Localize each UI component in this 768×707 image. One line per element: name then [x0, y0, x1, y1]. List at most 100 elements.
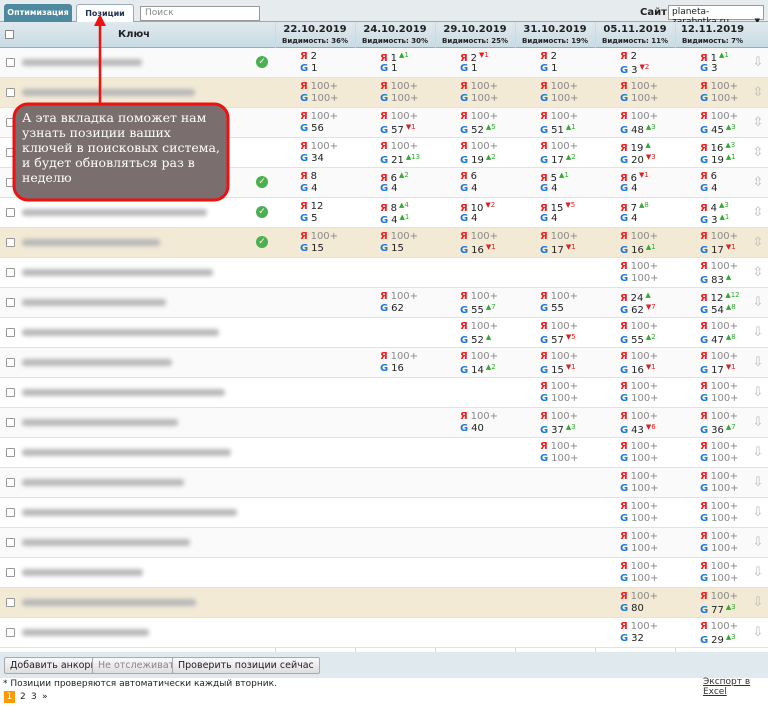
engine-icon: Я: [380, 81, 388, 92]
position-cell: Я 100+ G 15: [300, 231, 355, 257]
checkbox[interactable]: [6, 208, 15, 217]
engine-icon: G: [620, 365, 629, 376]
engine-icon: Я: [540, 51, 548, 62]
position-line: Я 100+: [700, 531, 738, 542]
engine-icon: G: [700, 63, 709, 74]
search-input[interactable]: Поиск: [140, 6, 260, 21]
engine-icon: Я: [300, 141, 308, 152]
button[interactable]: Добавить анкоры: [4, 657, 104, 674]
position-value: 17: [551, 155, 564, 166]
position-line: Я 5 ▲1: [540, 171, 569, 184]
position-change: ▼1: [405, 123, 416, 131]
engine-icon: G: [700, 605, 709, 616]
checkbox[interactable]: [6, 418, 15, 427]
position-value: 100+: [630, 261, 659, 272]
position-change: ▲1: [398, 51, 409, 59]
position-line: Я 100+: [540, 111, 578, 122]
position-line: G 62: [380, 303, 404, 314]
position-line: G 56: [300, 123, 324, 134]
engine-icon: Я: [300, 51, 308, 62]
position-value: 100+: [630, 441, 659, 452]
position-cell: Я 100+ G 55 ▲2: [620, 321, 675, 347]
engine-icon: Я: [700, 501, 708, 512]
position-value: 100+: [631, 393, 659, 404]
checkbox[interactable]: [6, 358, 15, 367]
engine-icon: Я: [460, 171, 468, 182]
position-value: 8: [310, 171, 317, 182]
position-cell: Я 100+ G 100+: [540, 441, 595, 467]
page-link[interactable]: »: [42, 692, 48, 702]
position-change: ▼1: [645, 363, 656, 371]
engine-icon: Я: [300, 81, 308, 92]
tab[interactable]: Оптимизация: [4, 4, 72, 22]
position-change: ▲2: [485, 153, 496, 161]
page-link[interactable]: 3: [31, 692, 37, 702]
checkbox[interactable]: [6, 178, 15, 187]
action-arrow: ⇩: [752, 355, 764, 370]
checkbox[interactable]: [6, 538, 15, 547]
checkbox[interactable]: [6, 478, 15, 487]
action-arrow: ⇩: [752, 475, 764, 490]
position-value: 100+: [630, 501, 659, 512]
position-line: Я 100+: [300, 111, 338, 122]
position-value: 100+: [631, 273, 659, 284]
check-icon: ✓: [256, 176, 268, 188]
position-cell: Я 5 ▲1 G 4: [540, 171, 595, 197]
checkbox[interactable]: [6, 448, 15, 457]
engine-icon: Я: [380, 53, 388, 64]
position-cell: Я 100+ G 48 ▲3: [620, 111, 675, 137]
checkbox[interactable]: [6, 118, 15, 127]
position-value: 62: [391, 303, 404, 314]
tab-active[interactable]: Позиции: [76, 4, 134, 22]
export-link[interactable]: Экспорт в Excel: [703, 677, 751, 697]
position-line: Я 100+: [620, 381, 658, 392]
engine-icon: Я: [380, 231, 388, 242]
checkbox[interactable]: [6, 328, 15, 337]
checkbox[interactable]: [6, 148, 15, 157]
position-line: G 48 ▲3: [620, 123, 656, 136]
checkbox[interactable]: [6, 298, 15, 307]
position-cell: Я 8 ▲4 G 4 ▲1: [380, 201, 435, 227]
checkbox[interactable]: [6, 88, 15, 97]
checkbox[interactable]: [6, 268, 15, 277]
column-visibility: Видимость: 7%: [681, 37, 744, 45]
position-value: 100+: [630, 531, 659, 542]
position-cell: Я 100+ G 100+: [700, 501, 750, 527]
position-value: 100+: [550, 351, 579, 362]
position-line: Я 2: [540, 51, 557, 62]
checkbox[interactable]: [6, 598, 15, 607]
position-value: 100+: [630, 111, 659, 122]
page-current[interactable]: 1: [4, 691, 15, 703]
position-line: Я 100+: [460, 231, 498, 242]
engine-icon: Я: [700, 81, 708, 92]
checkbox-all[interactable]: [5, 30, 14, 39]
note: * Позиции проверяются автоматически кажд…: [3, 679, 277, 689]
checkbox[interactable]: [6, 238, 15, 247]
position-line: G 20 ▼3: [620, 153, 656, 166]
position-value: 100+: [310, 141, 339, 152]
checkbox[interactable]: [6, 568, 15, 577]
position-cell: Я 19 ▲ G 20 ▼3: [620, 141, 675, 167]
checkbox[interactable]: [6, 508, 15, 517]
engine-icon: Я: [620, 173, 628, 184]
position-value: 100+: [711, 543, 739, 554]
position-line: G 16: [380, 363, 404, 374]
engine-icon: G: [460, 245, 469, 256]
site-select[interactable]: planeta-zarabotka.ru▼: [668, 5, 764, 27]
position-line: Я 100+: [620, 531, 658, 542]
position-value: 4: [391, 183, 398, 194]
position-value: 100+: [710, 621, 739, 632]
position-value: 8: [390, 203, 397, 214]
checkbox[interactable]: [6, 58, 15, 67]
checkbox[interactable]: [6, 388, 15, 397]
position-value: 100+: [711, 483, 739, 494]
button[interactable]: Проверить позиции сейчас: [172, 657, 320, 674]
checkbox[interactable]: [6, 628, 15, 637]
engine-icon: G: [380, 183, 389, 194]
column-date: 24.10.2019: [363, 24, 427, 35]
position-line: G 4: [380, 183, 397, 194]
engine-icon: Я: [300, 201, 308, 212]
page-link[interactable]: 2: [20, 692, 26, 702]
engine-icon: G: [540, 453, 549, 464]
